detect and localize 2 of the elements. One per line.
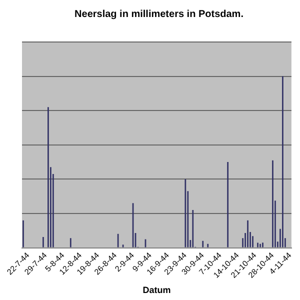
x-axis-title: Datum: [142, 285, 171, 296]
chart-title: Neerslag in millimeters in Potsdam.: [74, 8, 244, 20]
